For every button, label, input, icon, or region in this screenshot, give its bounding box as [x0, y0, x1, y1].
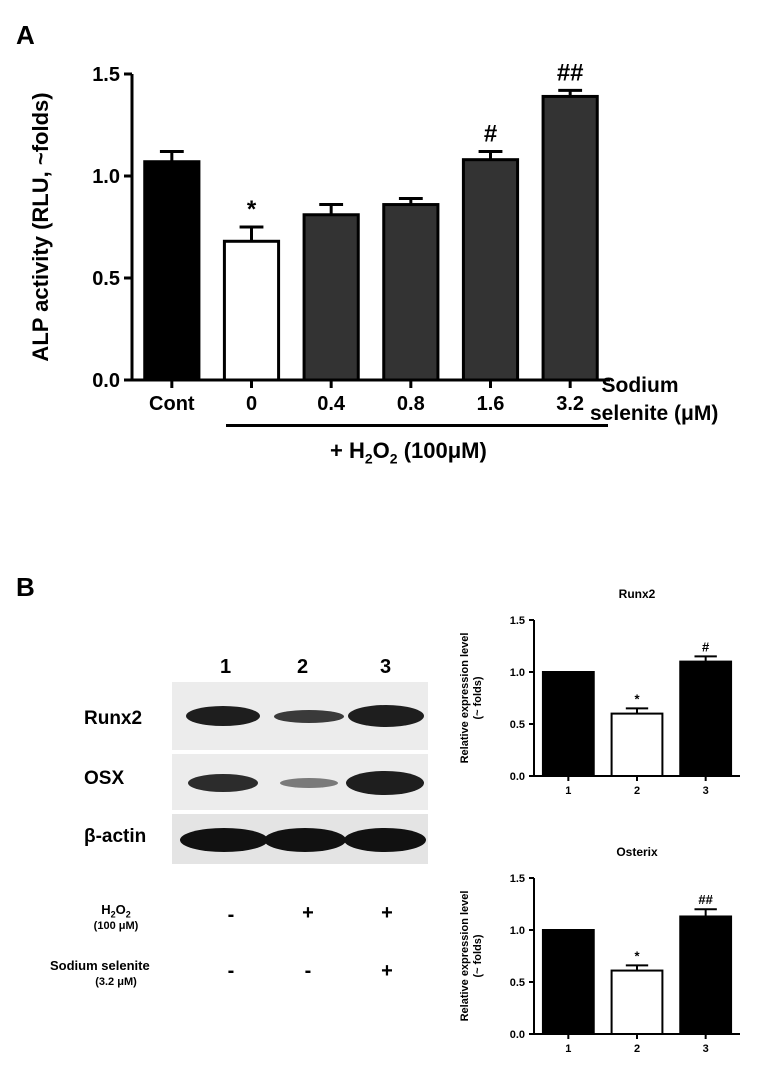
runx2-y-tick-label: 1.5	[510, 615, 525, 627]
alp-y-tick-label: 1.0	[92, 166, 120, 188]
runx2-y-tick-label: 0.0	[510, 771, 525, 783]
osterix-y-tick-label: 1.0	[510, 925, 525, 937]
alp-y-tick-label: 1.5	[92, 64, 120, 86]
h2o2-sign-lane1: -	[227, 904, 235, 926]
selenite-label: Sodium selenite	[50, 958, 150, 973]
osterix-bar	[679, 915, 733, 1035]
band-actin-lane1	[180, 828, 268, 852]
runx2-significance-label: #	[702, 639, 710, 654]
lane-number-1: 1	[220, 656, 232, 678]
alp-significance-label: *	[247, 196, 257, 223]
alp-x-tick-label: 1.6	[477, 393, 505, 415]
osterix-y-tick-label: 0.5	[510, 977, 525, 989]
lane-number-3: 3	[380, 656, 392, 678]
band-osx-lane3	[346, 771, 424, 795]
osterix-x-tick-label: 1	[565, 1043, 571, 1055]
blot-beta-actin	[172, 814, 428, 864]
alp-bar	[541, 94, 599, 382]
runx2-y-tick-label: 1.0	[510, 667, 525, 679]
selenite-sign-lane3: +	[381, 960, 393, 982]
alp-x-tick-label: 0.8	[397, 393, 425, 415]
panel-a-letter: A	[16, 20, 35, 50]
selenite-sign-lane2: -	[304, 960, 312, 982]
alp-x-tick-label: Cont	[149, 393, 195, 415]
osterix-significance-label: *	[634, 948, 640, 963]
osterix-bar	[541, 929, 595, 1035]
band-osx-lane2	[280, 778, 338, 788]
band-osx-lane1	[188, 774, 258, 792]
band-runx2-lane3	[348, 705, 424, 727]
osterix-y-tick-label: 1.5	[510, 873, 525, 885]
blot-runx2	[172, 682, 428, 750]
band-actin-lane3	[344, 828, 426, 852]
lane-number-2: 2	[297, 656, 309, 678]
osterix-expression-chart: 0.0 0.5 1.0 1.5 1 * 2 ## 3 Osterix Relative expres…	[459, 845, 740, 1055]
alp-bar	[302, 213, 360, 382]
osterix-x-tick-label: 2	[634, 1043, 640, 1055]
sodium-label-line2: selenite (μM)	[590, 402, 719, 425]
alp-significance-label: ##	[557, 59, 584, 86]
blot-label-osx: OSX	[84, 768, 125, 789]
osterix-significance-label: ##	[698, 892, 713, 907]
runx2-x-tick-label: 3	[703, 785, 709, 797]
alp-x-tick-label: 0	[246, 393, 257, 415]
runx2-y-tick-label: 0.5	[510, 719, 525, 731]
osterix-y-axis-label: (~ folds)	[472, 934, 484, 977]
runx2-title: Runx2	[619, 587, 656, 601]
band-runx2-lane2	[274, 710, 344, 723]
runx2-significance-label: *	[634, 691, 640, 706]
runx2-bar	[610, 712, 664, 778]
blot-label-beta-actin: β-actin	[84, 826, 147, 847]
panel-b-letter: B	[16, 572, 35, 602]
alp-x-tick-label: 0.4	[317, 393, 346, 415]
runx2-x-tick-label: 2	[634, 785, 640, 797]
alp-activity-chart: 0.0 0.5 1.0 1.5 Cont * 0 0.4 0.8 #1.6 ## 3.2 ALP act…	[28, 59, 610, 415]
osterix-title: Osterix	[616, 845, 658, 859]
selenite-sign-lane1: -	[227, 960, 235, 982]
runx2-bar	[679, 660, 733, 777]
alp-significance-label: #	[484, 121, 497, 148]
h2o2-label: H2O2	[101, 902, 131, 920]
runx2-bar	[541, 671, 595, 777]
h2o2-sign-lane2: +	[302, 902, 314, 924]
alp-bar	[222, 239, 281, 382]
band-runx2-lane1	[186, 706, 260, 726]
selenite-conc: (3.2 μM)	[95, 976, 137, 988]
sodium-label-line1: Sodium	[601, 374, 679, 397]
runx2-x-tick-label: 1	[565, 785, 571, 797]
osterix-y-axis-label: Relative expression level	[459, 891, 471, 1022]
treatment-label: + H2O2 (100μM)	[330, 438, 487, 467]
osterix-x-tick-label: 3	[703, 1043, 709, 1055]
osterix-bar	[610, 969, 664, 1035]
runx2-y-axis-label: Relative expression level	[459, 633, 471, 764]
alp-y-tick-label: 0.0	[92, 370, 120, 392]
alp-x-tick-label: 3.2	[556, 393, 584, 415]
alp-bar	[461, 158, 520, 382]
alp-bar	[382, 203, 440, 382]
alp-y-axis-label: ALP activity (RLU, ~folds)	[28, 92, 53, 361]
alp-y-tick-label: 0.5	[92, 268, 120, 290]
h2o2-sign-lane3: +	[381, 902, 393, 924]
treatment-bracket-line	[226, 424, 608, 427]
blot-label-runx2: Runx2	[84, 708, 143, 729]
h2o2-conc: (100 μM)	[93, 920, 139, 932]
runx2-expression-chart: 0.0 0.5 1.0 1.5 1 * 2 #3 Runx2 Relative expressio…	[459, 587, 740, 797]
runx2-y-axis-label: (~ folds)	[472, 676, 484, 719]
osterix-y-tick-label: 0.0	[510, 1029, 525, 1041]
band-actin-lane2	[264, 828, 346, 852]
alp-bar	[143, 160, 201, 382]
blot-osx	[172, 754, 428, 810]
